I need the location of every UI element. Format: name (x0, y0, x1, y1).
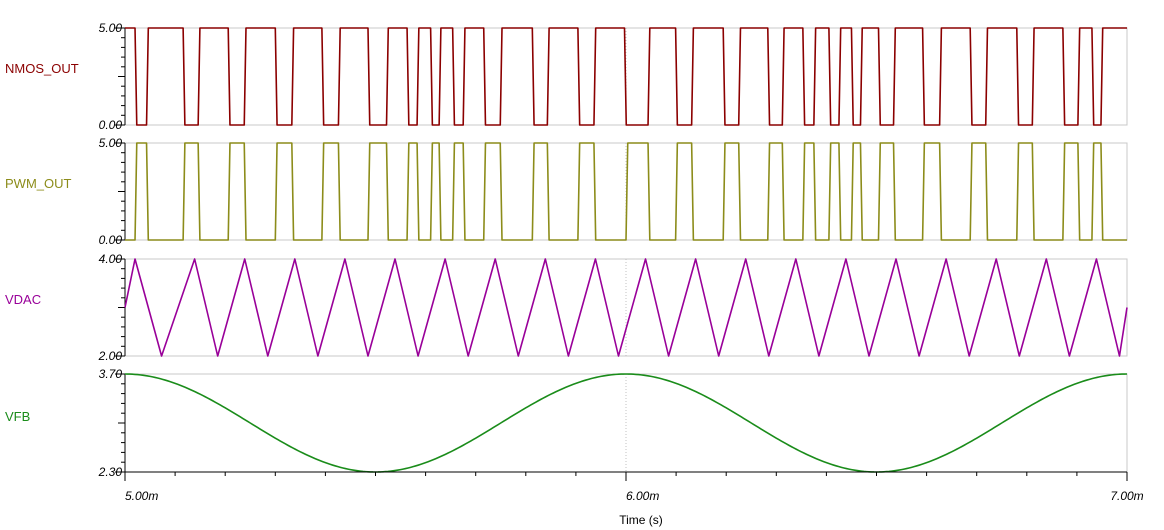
y-tick-label: 5.00 (99, 21, 123, 35)
x-axis-title: Time (s) (619, 513, 663, 527)
series-line-vdac (124, 258, 1128, 357)
y-tick-label: 4.00 (99, 252, 123, 266)
x-tick-label: 7.00m (1110, 489, 1143, 503)
signal-label-vfb: VFB (5, 409, 30, 424)
series-line-vfb (124, 373, 1128, 473)
signal-label-vdac: VDAC (5, 292, 41, 307)
y-tick-label: 0.00 (99, 233, 123, 247)
x-tick-label: 5.00m (125, 489, 158, 503)
signal-label-nmos-out: NMOS_OUT (5, 61, 79, 76)
y-tick-label: 2.00 (98, 349, 123, 363)
x-tick-label: 6.00m (626, 489, 659, 503)
series-line-nmos-out (125, 27, 1127, 126)
y-tick-label: 3.70 (99, 367, 123, 381)
signal-label-pwm-out: PWM_OUT (5, 176, 72, 191)
series-line-pwm-out (125, 142, 1127, 241)
y-tick-label: 2.30 (98, 465, 123, 479)
y-tick-label: 0.00 (99, 118, 123, 132)
y-tick-label: 5.00 (99, 136, 123, 150)
